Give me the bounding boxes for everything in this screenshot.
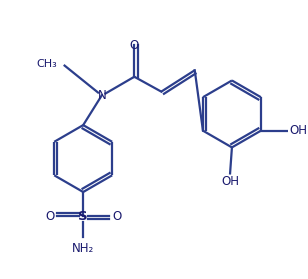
Text: O: O (45, 210, 55, 223)
Text: O: O (112, 210, 121, 223)
Text: NH₂: NH₂ (72, 242, 94, 255)
Text: OH: OH (290, 124, 308, 137)
Text: S: S (78, 210, 88, 223)
Text: N: N (97, 89, 106, 102)
Text: O: O (130, 39, 139, 52)
Text: OH: OH (221, 175, 239, 188)
Text: CH₃: CH₃ (36, 59, 57, 69)
